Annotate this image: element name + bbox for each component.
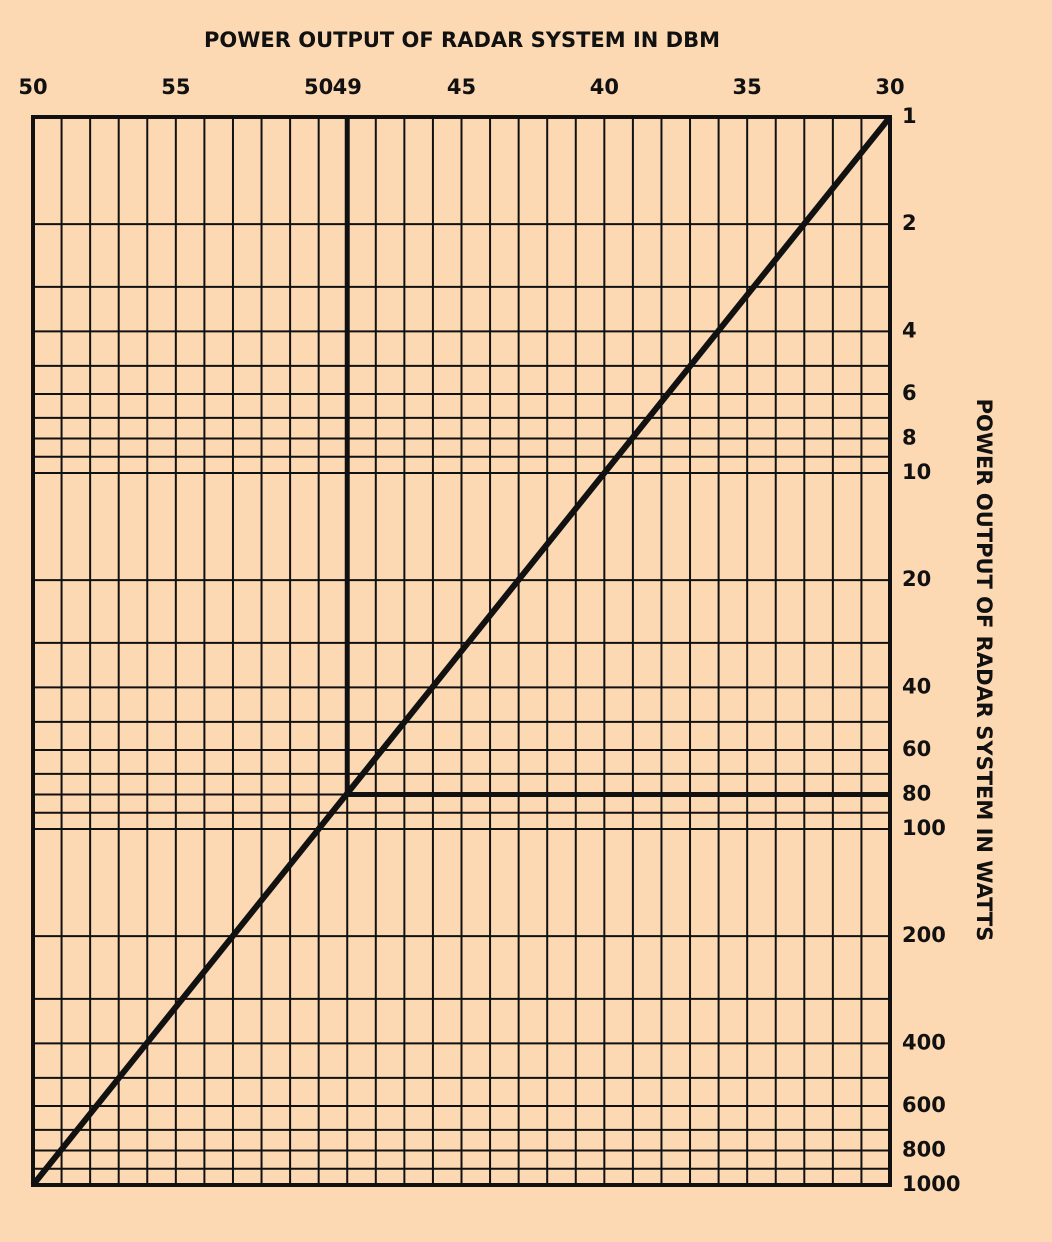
y-tick-label: 100 (902, 816, 946, 840)
y-tick-label: 4 (902, 318, 917, 342)
x-axis-title: POWER OUTPUT OF RADAR SYSTEM IN DBM (204, 28, 720, 52)
y-axis-title: POWER OUTPUT OF RADAR SYSTEM IN WATTS (972, 399, 996, 942)
y-tick-label: 6 (902, 381, 917, 405)
y-tick-label: 400 (902, 1030, 946, 1054)
y-tick-label: 60 (902, 737, 931, 761)
y-tick-label: 10 (902, 460, 931, 484)
x-tick-label: 50 (18, 75, 47, 99)
x-tick-label: 55 (161, 75, 190, 99)
plot-border (31, 115, 892, 1187)
y-tick-label: 20 (902, 567, 931, 591)
y-tick-label: 8 (902, 426, 917, 450)
x-tick-label: 49 (333, 75, 362, 99)
data-line (30, 115, 893, 1187)
x-tick-label: 35 (733, 75, 762, 99)
y-tick-label: 2 (902, 211, 917, 235)
y-tick-label: 1000 (902, 1172, 960, 1196)
y-tick-label: 800 (902, 1138, 946, 1162)
y-tick-label: 200 (902, 923, 946, 947)
x-tick-label: 50 (304, 75, 333, 99)
x-tick-label: 30 (875, 75, 904, 99)
y-tick-label: 600 (902, 1093, 946, 1117)
y-tick-label: 40 (902, 674, 931, 698)
x-tick-label: 40 (590, 75, 619, 99)
y-tick-label: 1 (902, 104, 917, 128)
y-tick-label: 80 (902, 782, 931, 806)
x-tick-label: 45 (447, 75, 476, 99)
